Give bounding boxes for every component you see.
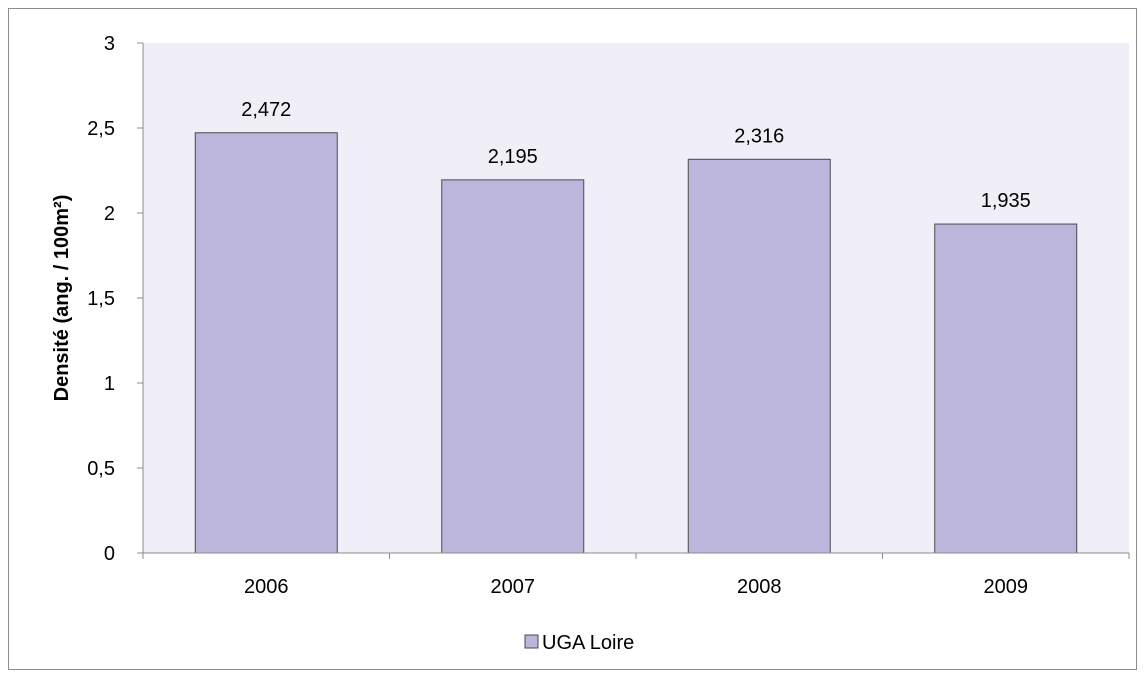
y-tick-label: 2,5 <box>87 118 115 140</box>
legend-swatch <box>524 634 539 649</box>
x-tick-label-2007: 2007 <box>491 576 536 598</box>
y-tick-label: 2 <box>104 203 115 225</box>
data-label-2009: 1,935 <box>981 190 1031 212</box>
bar-2006 <box>194 132 338 554</box>
data-label-2006: 2,472 <box>241 99 291 121</box>
data-label-2008: 2,316 <box>734 125 784 147</box>
y-axis-title: Densité (ang. / 100m²) <box>51 195 73 402</box>
bar-2008 <box>687 158 831 554</box>
y-tick-label: 0 <box>104 543 115 565</box>
x-tick-label-2006: 2006 <box>244 576 289 598</box>
x-tick-label-2009: 2009 <box>984 576 1029 598</box>
y-tick-label: 3 <box>104 33 115 55</box>
y-tick-label: 1,5 <box>87 288 115 310</box>
legend-label-uga-loire: UGA Loire <box>542 632 634 654</box>
data-label-2007: 2,195 <box>488 146 538 168</box>
y-axis-ticks: 0 0,5 1 1,5 2 2,5 3 <box>87 33 143 565</box>
bar-2007 <box>441 179 585 554</box>
legend: UGA Loire <box>524 632 634 654</box>
x-axis-ticks: 2006 2007 2008 2009 <box>142 553 1130 598</box>
y-tick-label: 1 <box>104 373 115 395</box>
data-labels: 2,472 2,195 2,316 1,935 <box>241 99 1031 212</box>
x-tick-label-2008: 2008 <box>737 576 782 598</box>
bar-2009 <box>934 223 1078 554</box>
y-tick-label: 0,5 <box>87 458 115 480</box>
